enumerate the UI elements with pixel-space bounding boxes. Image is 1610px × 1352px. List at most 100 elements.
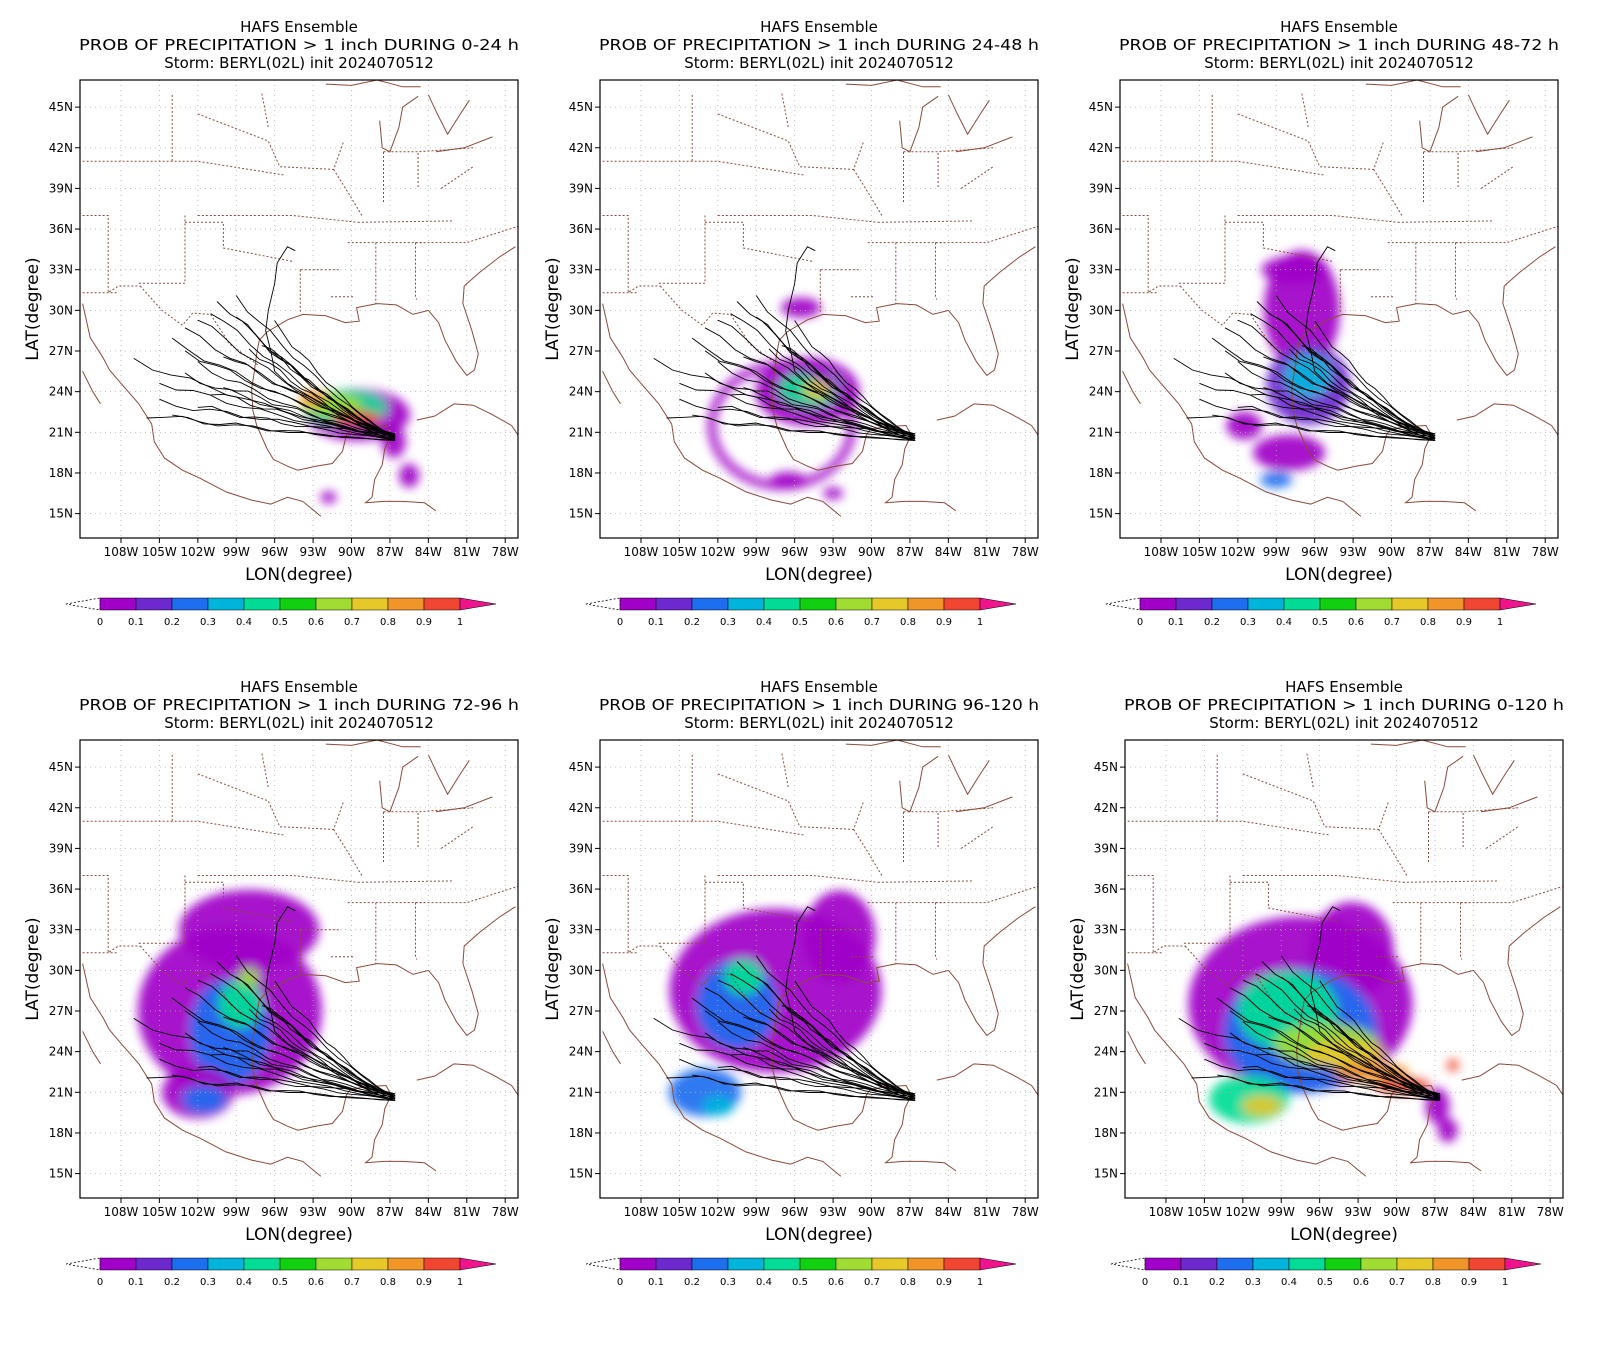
- lat-tick-label: 33N: [569, 923, 593, 937]
- colorbar-swatch: [1211, 597, 1249, 611]
- ensemble-track: [1256, 301, 1436, 438]
- lat-tick-label: 27N: [569, 344, 593, 358]
- lon-tick-label: 99W: [223, 1205, 250, 1219]
- lon-tick-label: 84W: [1455, 545, 1482, 559]
- ensemble-track: [1237, 405, 1436, 440]
- state-borders: [82, 753, 518, 1027]
- ensemble-track: [1306, 1005, 1441, 1097]
- ensemble-track: [1212, 414, 1436, 441]
- coastline: [602, 303, 842, 517]
- coastline: [602, 371, 621, 405]
- colorbar-over-triangle: [979, 597, 1017, 611]
- colorbar-swatch: [1463, 597, 1501, 611]
- lat-tick-label: 15N: [1089, 507, 1113, 521]
- colorbar-swatch: [1175, 597, 1213, 611]
- state-border: [1423, 147, 1514, 153]
- colorbar-tick-label: 0.2: [164, 1277, 180, 1288]
- state-border: [357, 880, 455, 883]
- ensemble-track: [679, 382, 916, 440]
- model-title: HAFS Ensemble: [240, 678, 358, 696]
- ensemble-track: [261, 345, 396, 437]
- colorbar-tick-label: 0.1: [128, 617, 144, 628]
- colorbar-swatch: [655, 1257, 693, 1271]
- ensemble-track: [159, 382, 396, 440]
- map-panel-72-96h: HAFS Ensemble PROB OF PRECIPITATION > 1 i…: [22, 668, 562, 1308]
- colorbar-swatch: [619, 597, 657, 611]
- ensemble-track: [717, 1021, 916, 1101]
- y-axis-label: LAT(degree): [23, 257, 43, 360]
- coastline: [1127, 963, 1367, 1177]
- map-area: [600, 740, 1038, 1198]
- coastline: [778, 246, 1036, 377]
- ensemble-track: [216, 961, 396, 1098]
- state-border: [1237, 113, 1385, 170]
- panel-title: PROB OF PRECIPITATION > 1 inch DURING 48…: [1119, 36, 1559, 54]
- colorbar-over-triangle: [459, 597, 497, 611]
- lat-tick-label: 18N: [569, 466, 593, 480]
- lon-tick-label: 81W: [1498, 1205, 1525, 1219]
- colorbar-swatch: [1396, 1257, 1434, 1271]
- storm-line: Storm: BERYL(02L) init 2024070512: [1204, 54, 1474, 72]
- lat-tick-label: 42N: [1094, 801, 1118, 815]
- coastline: [1298, 246, 1556, 377]
- lat-tick-label: 39N: [49, 181, 73, 195]
- lat-lon-grid: [1120, 80, 1558, 538]
- ensemble-track: [197, 1021, 396, 1101]
- map-frame: [1119, 79, 1559, 539]
- colorbar-swatch: [1180, 1257, 1218, 1271]
- lat-tick-label: 15N: [49, 507, 73, 521]
- state-border: [1378, 829, 1408, 876]
- coastline: [416, 403, 518, 436]
- lat-tick-label: 24N: [49, 1045, 73, 1059]
- lon-tick-label: 84W: [415, 1205, 442, 1219]
- lon-tick-label: 96W: [261, 1205, 288, 1219]
- state-border: [602, 215, 661, 294]
- colorbar-swatch: [763, 597, 801, 611]
- colorbar-swatch: [1355, 597, 1393, 611]
- ensemble-track: [1263, 387, 1436, 437]
- colorbar-swatch: [135, 1257, 173, 1271]
- colorbar-tick-label: 0: [617, 1277, 623, 1288]
- state-border: [197, 215, 358, 223]
- colorbar-swatch: [943, 1257, 981, 1271]
- lat-tick-label: 21N: [1089, 425, 1113, 439]
- coastline: [82, 303, 322, 517]
- lon-tick-label: 87W: [1416, 545, 1443, 559]
- model-title: HAFS Ensemble: [760, 18, 878, 36]
- colorbar-tick-label: 0.9: [416, 617, 432, 628]
- state-border: [1480, 166, 1514, 189]
- lat-tick-label: 30N: [569, 963, 593, 977]
- lat-tick-label: 18N: [49, 1126, 73, 1140]
- lat-lon-grid: [80, 740, 518, 1198]
- ensemble-track: [781, 1005, 916, 1097]
- coastline: [1472, 754, 1515, 796]
- map-panel-48-72h: HAFS Ensemble PROB OF PRECIPITATION > 1 i…: [1062, 8, 1602, 648]
- map-frame: [599, 79, 1039, 539]
- ensemble-track: [1301, 345, 1436, 437]
- lon-tick-label: 81W: [973, 545, 1000, 559]
- colorbar-swatch: [1144, 1257, 1182, 1271]
- lat-tick-label: 42N: [1089, 141, 1113, 155]
- lon-tick-label: 93W: [300, 545, 327, 559]
- colorbar-tick-label: 0: [1142, 1277, 1148, 1288]
- precip-blob: [1253, 434, 1326, 471]
- colorbar-tick-label: 0.2: [164, 617, 180, 628]
- ensemble-track: [1237, 361, 1436, 441]
- coastline: [1461, 1063, 1563, 1096]
- ensemble-track: [1237, 319, 1436, 441]
- colorbar-swatch: [171, 597, 209, 611]
- ensemble-track: [197, 405, 396, 440]
- ensemble-track: [785, 906, 916, 1099]
- lat-tick-label: 45N: [1089, 100, 1113, 114]
- state-border: [705, 221, 814, 263]
- colorbar-tick-label: 0.6: [828, 617, 844, 628]
- colorbar-tick-label: 0.9: [936, 1277, 952, 1288]
- colorbar-under-triangle: [585, 597, 621, 611]
- lon-tick-label: 105W: [1187, 1205, 1222, 1219]
- lon-tick-label: 87W: [896, 545, 923, 559]
- lat-lon-grid: [80, 80, 518, 538]
- ensemble-track: [184, 1010, 396, 1095]
- colorbar-tick-label: 1: [1497, 617, 1503, 628]
- lat-tick-label: 39N: [49, 841, 73, 855]
- state-border: [1485, 826, 1519, 849]
